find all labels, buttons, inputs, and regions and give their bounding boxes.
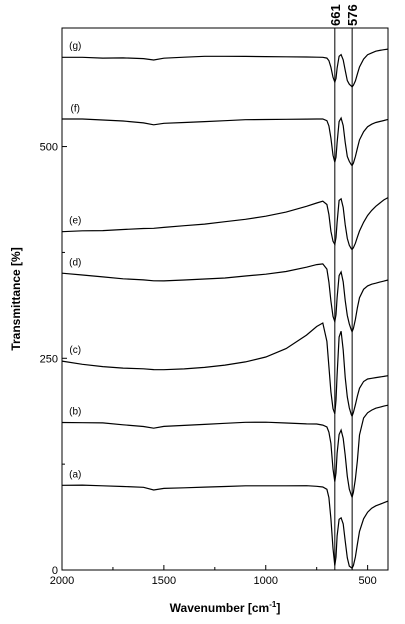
y-tick-label: 500 [40,142,58,154]
reference-line-label: 576 [345,4,360,26]
y-axis-title: Transmittance [%] [9,247,23,350]
series-label: (a) [69,469,81,480]
series-line [61,263,389,334]
series-label: (f) [71,103,80,114]
x-tick-label: 2000 [50,575,74,587]
x-tick-label: 1500 [152,575,176,587]
x-axis-title: Wavenumber [cm-1] [170,600,281,615]
plot-frame [61,27,389,571]
series-label: (g) [69,41,81,52]
series-label: (e) [69,215,81,226]
x-axis: 2000 1500 1000 500 [50,565,377,587]
y-tick-label: 0 [52,565,58,577]
reference-line-label: 661 [328,4,343,26]
x-tick-label: 1000 [254,575,278,587]
y-axis: 0 250 500 [40,142,67,577]
series-label: (b) [69,407,81,418]
series-line [61,197,389,251]
series-line [62,48,389,88]
series-label: (c) [69,345,81,356]
x-tick-label: 500 [358,575,376,587]
y-tick-label: 250 [40,353,58,365]
series-line [61,322,389,418]
series-line [61,404,389,499]
series-layer: (a) (b) (c) (d) (e) (f) (g) [61,41,389,570]
series-label: (d) [69,258,81,269]
series-line [62,116,389,167]
series-line [61,484,389,570]
